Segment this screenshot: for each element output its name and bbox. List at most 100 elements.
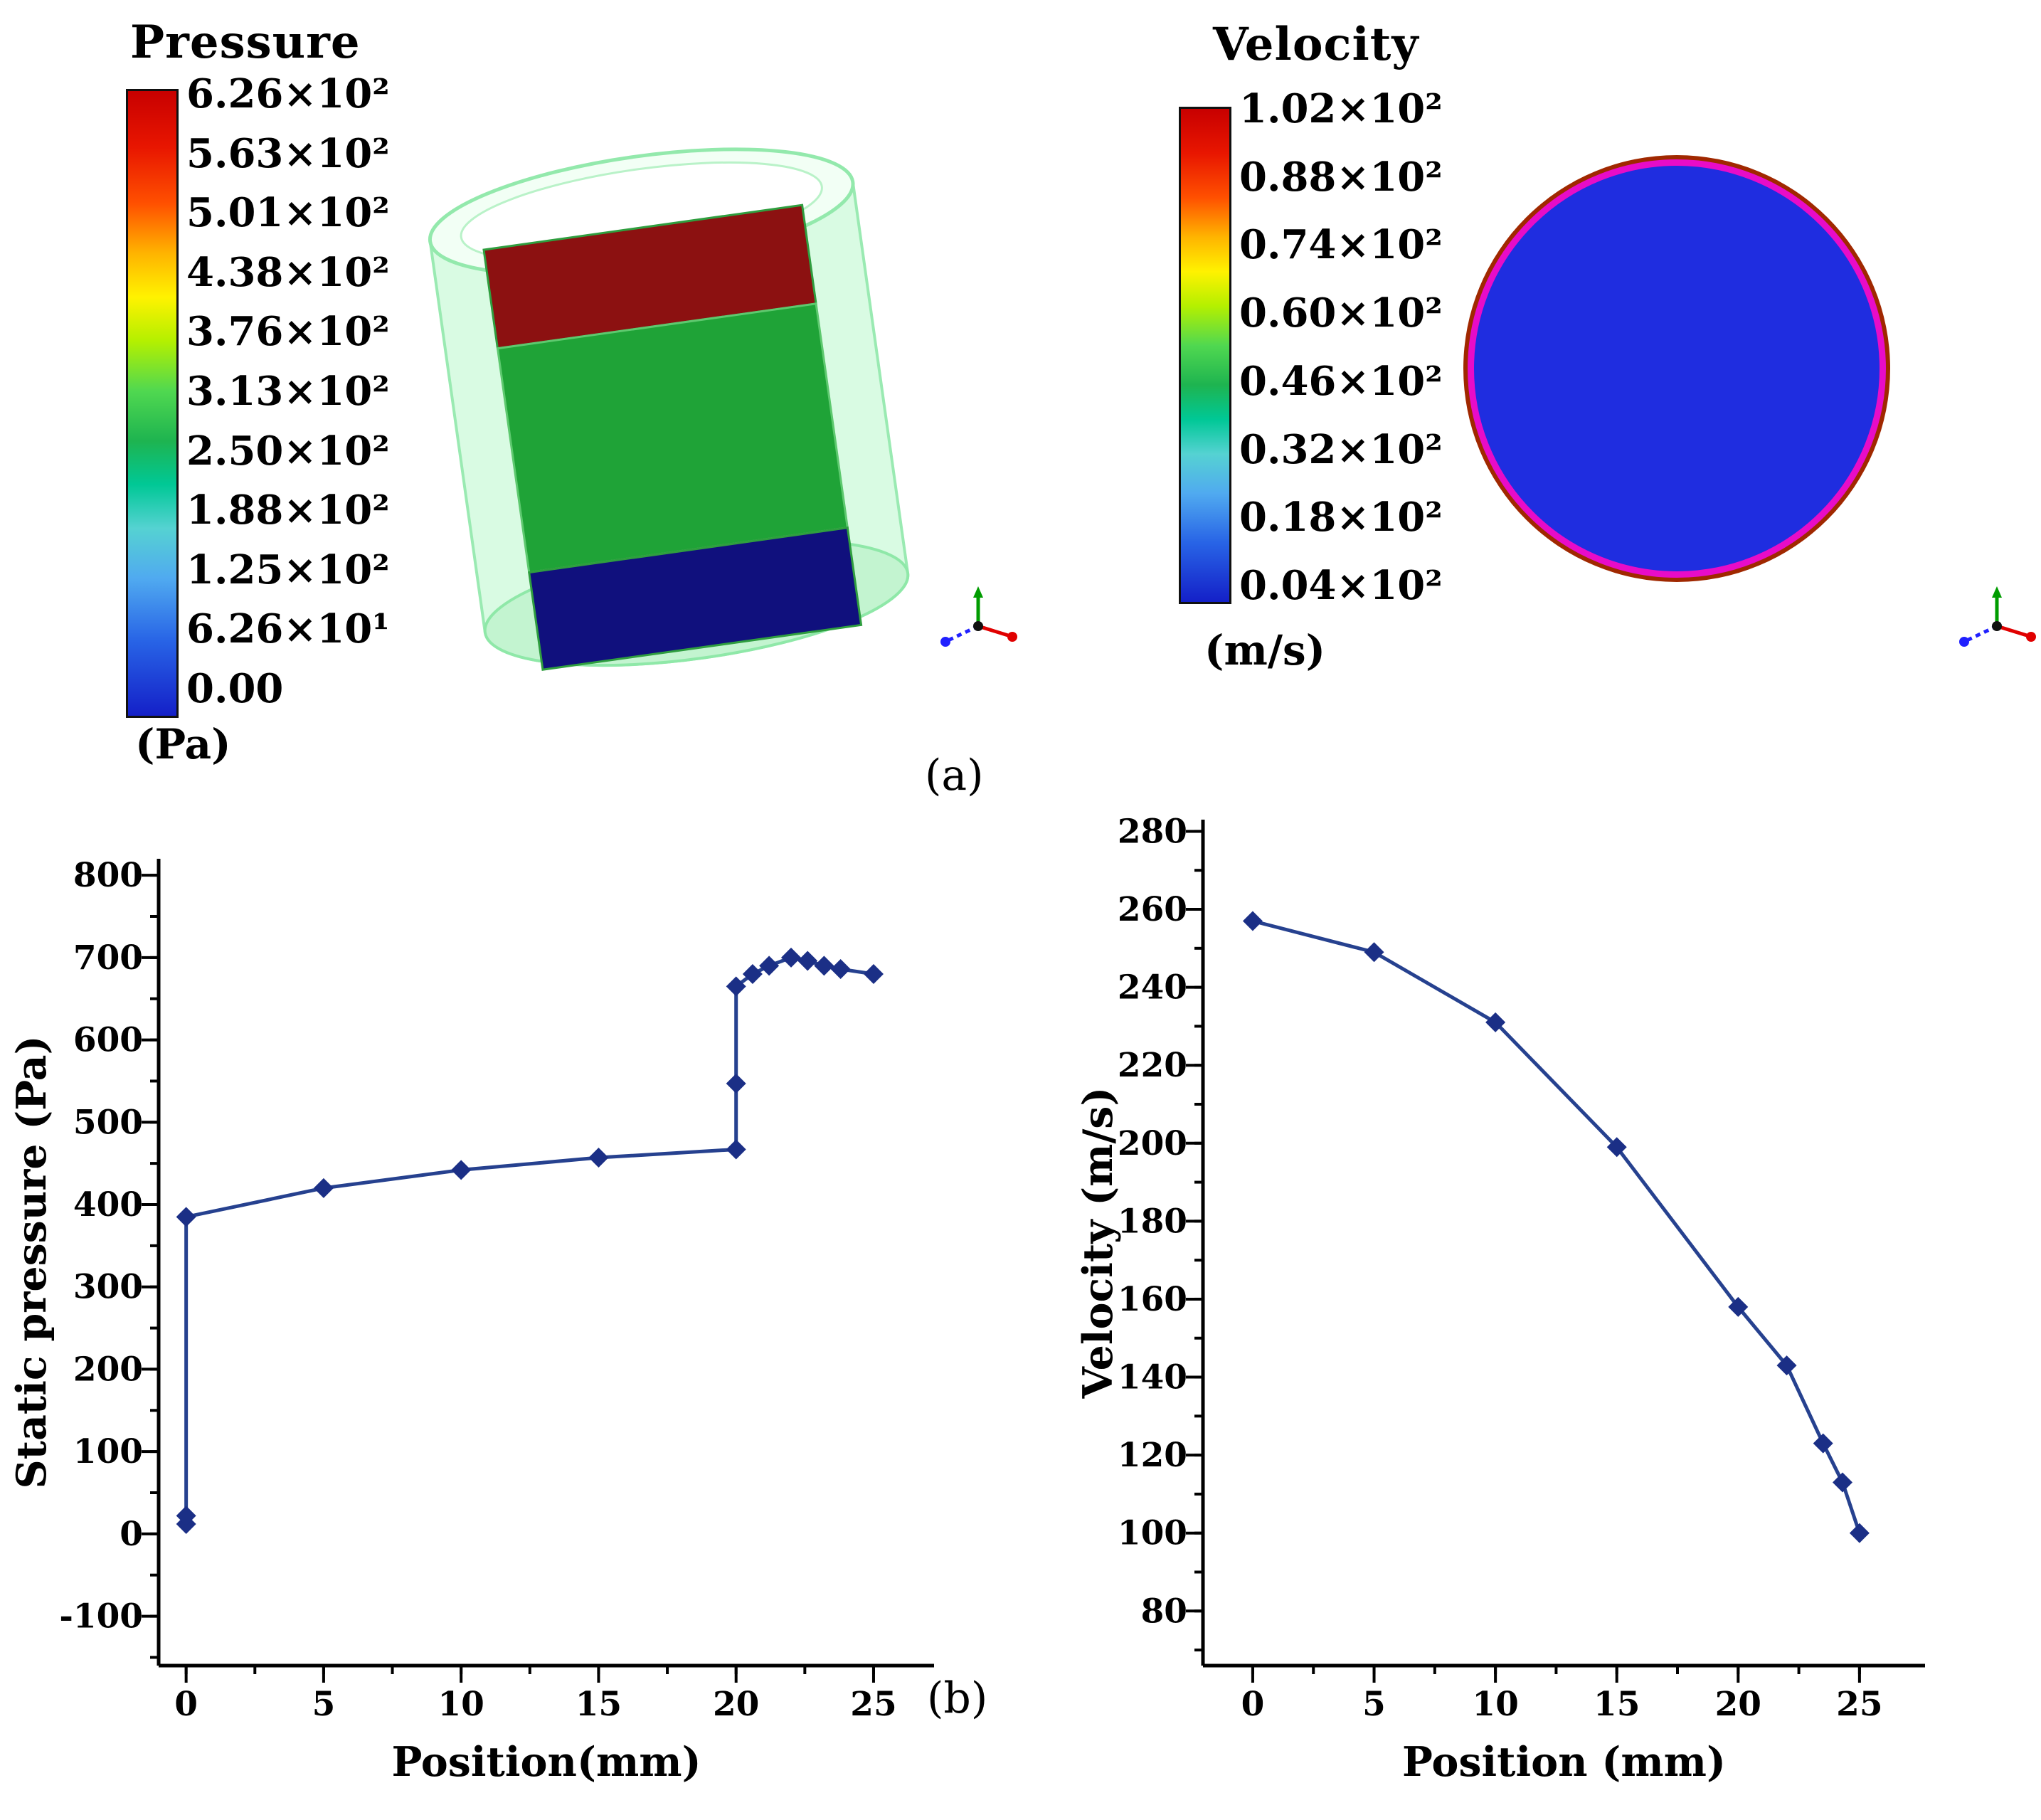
x-tick-label: 10 — [438, 1685, 484, 1724]
y-tick-label: 160 — [1118, 1280, 1187, 1319]
x-tick-label: 25 — [1836, 1685, 1882, 1724]
data-point — [451, 1160, 472, 1180]
data-point — [726, 1073, 746, 1094]
data-point — [797, 951, 818, 971]
y-axis-label: Static pressure (Pa) — [8, 1035, 55, 1488]
x-tick-label: 5 — [1362, 1685, 1386, 1724]
data-point — [726, 976, 746, 997]
pressure-band-low — [528, 526, 863, 671]
data-point — [1833, 1472, 1852, 1493]
y-tick-label: 120 — [1118, 1436, 1187, 1475]
pressure-band-mid — [496, 302, 849, 574]
scale-label: 1.25×10² — [186, 546, 390, 593]
velocity-unit-label: (m/s) — [1204, 626, 1326, 674]
scale-label: 0.00 — [186, 665, 284, 712]
data-point — [588, 1148, 609, 1168]
velocity-contour-disc — [1468, 159, 1886, 578]
y-tick-label: 140 — [1118, 1358, 1187, 1397]
pressure-bands — [482, 203, 863, 671]
panel-a-label: (a) — [925, 751, 984, 800]
x-tick-label: 15 — [1594, 1685, 1640, 1724]
data-point — [726, 1139, 746, 1160]
scale-label: 3.13×10² — [186, 367, 390, 415]
scale-label: 6.26×10¹ — [186, 605, 390, 653]
scale-label: 0.18×10² — [1239, 494, 1443, 541]
x-tick-label: 25 — [850, 1685, 896, 1724]
data-point — [781, 947, 802, 968]
y-tick-label: 220 — [1118, 1046, 1187, 1085]
pressure-contour-cylinder — [428, 147, 910, 671]
x-tick-label: 5 — [312, 1685, 336, 1724]
y-tick-label: 260 — [1118, 890, 1187, 929]
x-tick-label: 15 — [576, 1685, 622, 1724]
y-tick-label: 80 — [1141, 1592, 1187, 1631]
scale-label: 1.88×10² — [186, 487, 390, 534]
scale-label: 0.46×10² — [1239, 357, 1443, 405]
y-tick-label: 180 — [1118, 1202, 1187, 1241]
y-tick-label: 280 — [1118, 812, 1187, 851]
data-point — [1364, 942, 1384, 963]
data-point — [313, 1178, 334, 1198]
scale-label: 6.26×10² — [186, 70, 390, 117]
y-tick-label: 700 — [73, 938, 143, 978]
y-tick-label: 600 — [73, 1021, 143, 1060]
y-tick-label: 200 — [1118, 1124, 1187, 1163]
y-tick-label: 0 — [120, 1515, 143, 1554]
data-point — [1813, 1433, 1833, 1454]
y-tick-label: 300 — [73, 1268, 143, 1307]
y-axis-label: Velocity (m/s) — [1074, 1087, 1122, 1400]
pressure-scale-labels: 6.26×10² 5.63×10² 5.01×10² 4.38×10² 3.76… — [186, 70, 390, 712]
data-point — [814, 956, 834, 976]
y-tick-label: 800 — [73, 856, 143, 895]
x-tick-label: 10 — [1472, 1685, 1518, 1724]
data-point — [1606, 1137, 1627, 1158]
x-axis-label: Position(mm) — [391, 1738, 701, 1786]
y-tick-label: 200 — [73, 1350, 143, 1389]
scale-label: 0.60×10² — [1239, 290, 1443, 337]
y-tick-label: 240 — [1118, 968, 1187, 1007]
scale-label: 0.32×10² — [1239, 425, 1443, 473]
velocity-colorbar — [1179, 107, 1231, 604]
x-tick-label: 20 — [713, 1685, 759, 1724]
data-point — [863, 964, 884, 984]
x-axis-label: Position (mm) — [1402, 1738, 1726, 1786]
data-point — [176, 1207, 196, 1227]
data-point — [176, 1506, 196, 1526]
x-tick-label: 0 — [1241, 1685, 1265, 1724]
data-point — [759, 956, 780, 976]
data-line — [1252, 919, 1862, 1534]
velocity-chart: 80 100 120 140 160 180 200 220 240 260 280 0 5 10 15 20… — [1074, 812, 1925, 1786]
scale-label: 4.38×10² — [186, 248, 390, 296]
scale-label: 1.02×10² — [1239, 85, 1443, 132]
scale-label: 0.74×10² — [1239, 221, 1443, 269]
scale-label: 0.04×10² — [1239, 561, 1443, 609]
velocity-scale-labels: 1.02×10² 0.88×10² 0.74×10² 0.60×10² 0.46… — [1239, 85, 1443, 609]
y-tick-label: 100 — [73, 1432, 143, 1471]
scale-label: 2.50×10² — [186, 427, 390, 475]
x-tick-label: 0 — [174, 1685, 198, 1724]
data-point — [1728, 1296, 1749, 1317]
data-line — [184, 956, 874, 1524]
pressure-legend-title: Pressure — [130, 16, 361, 69]
data-point — [1849, 1523, 1870, 1543]
axis-triad-icon — [940, 586, 1017, 647]
velocity-legend-title: Velocity — [1213, 18, 1419, 71]
scale-label: 5.01×10² — [186, 189, 390, 237]
pressure-unit-label: (Pa) — [135, 720, 231, 768]
x-tick-label: 20 — [1715, 1685, 1761, 1724]
data-point — [1776, 1355, 1797, 1376]
panel-b-label: (b) — [927, 1673, 988, 1723]
pressure-colorbar — [126, 89, 179, 718]
cylinder-group — [428, 147, 910, 671]
y-tick-label: 400 — [73, 1185, 143, 1224]
data-point — [742, 964, 763, 984]
pressure-chart: -100 0 100 200 300 400 500 600 700 800 0 5 10 15 20 25 P… — [8, 856, 934, 1786]
data-point — [830, 959, 851, 980]
data-point — [1242, 911, 1263, 931]
axis-triad-icon — [1959, 586, 2036, 647]
y-tick-label: 100 — [1118, 1514, 1187, 1553]
scale-label: 3.76×10² — [186, 308, 390, 356]
scale-label: 5.63×10² — [186, 129, 390, 177]
y-tick-label: 500 — [73, 1103, 143, 1142]
